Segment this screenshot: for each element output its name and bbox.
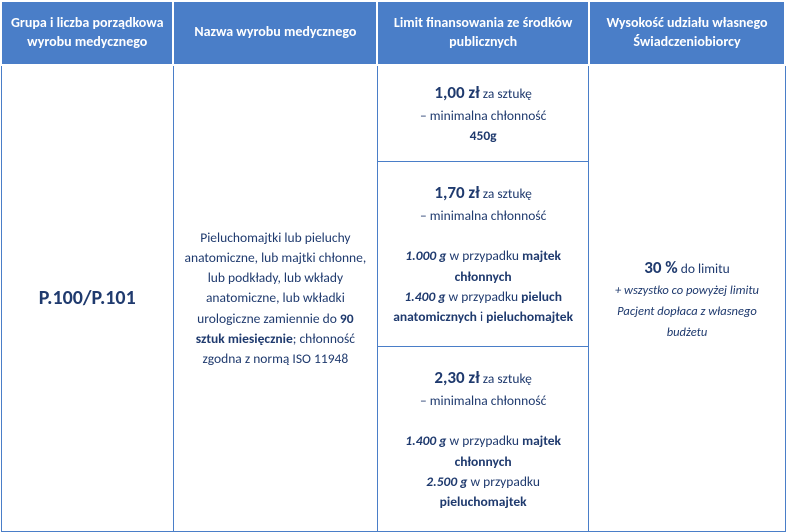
header-row: Grupa i liczba porządkowa wyrobu medyczn… [1,1,785,65]
limit3-d1-rest: w przypadku [446,432,522,449]
limit-cell-3: 2,30 zł za sztukę – minimalna chłonność … [377,346,589,531]
limit-cell-2: 1,70 zł za sztukę – minimalna chłonność … [377,161,589,346]
limit1-price: 1,00 zł [434,82,479,103]
limit1-per: za sztukę [480,85,532,102]
pricing-table: Grupa i liczba porządkowa wyrobu medyczn… [0,0,786,532]
limit2-d1-bi: 1.000 g [405,247,446,264]
header-col1: Grupa i liczba porządkowa wyrobu medyczn… [1,1,173,65]
limit2-price: 1,70 zł [434,182,479,203]
limit3-sub: – minimalna chłonność [420,392,546,409]
header-col4: Wysokość udziału własnego Świadczeniobio… [589,1,785,65]
limit3-per: za sztukę [480,370,532,387]
header-col2: Nazwa wyrobu medycznego [173,1,377,65]
limit1-sub: – minimalna chłonność [420,107,546,124]
limit2-d2-rest: w przypadku [445,288,521,305]
limit1-detail-bold: 450g [470,127,497,144]
limit-cell-1: 1,00 zł za sztukę – minimalna chłonność … [377,65,589,161]
limit3-d2-b2: pieluchomajtek [440,493,527,510]
limit3-price: 2,30 zł [434,367,479,388]
limit3-d1-bi: 1.400 g [405,432,446,449]
limit2-sub: – minimalna chłonność [420,207,546,224]
limit3-d2-bi: 2.500 g [426,473,467,490]
limit2-d2-b3: pieluchomajtek [486,308,573,325]
header-col3: Limit finansowania ze środków publicznyc… [377,1,589,65]
limit2-d2-bi: 1.400 g [404,288,445,305]
limit2-d2-rest2: i [477,308,486,325]
pricing-table-wrapper: Grupa i liczba porządkowa wyrobu medyczn… [0,0,786,532]
limit2-d1-rest: w przypadku [446,247,522,264]
limit2-per: za sztukę [480,185,532,202]
share-cell: 30 % do limitu + wszystko co powyżej lim… [589,65,785,532]
product-name-cell: Pieluchomajtki lub pieluchy anatomiczne,… [173,65,377,532]
group-code-cell: P.100/P.101 [1,65,173,532]
limit3-d2-rest: w przypadku [467,473,540,490]
share-pct: 30 % [644,257,677,278]
data-row-1: P.100/P.101 Pieluchomajtki lub pieluchy … [1,65,785,161]
share-pct-after: do limitu [678,260,730,277]
share-note: + wszystko co powyżej limitu Pacjent dop… [615,283,759,340]
